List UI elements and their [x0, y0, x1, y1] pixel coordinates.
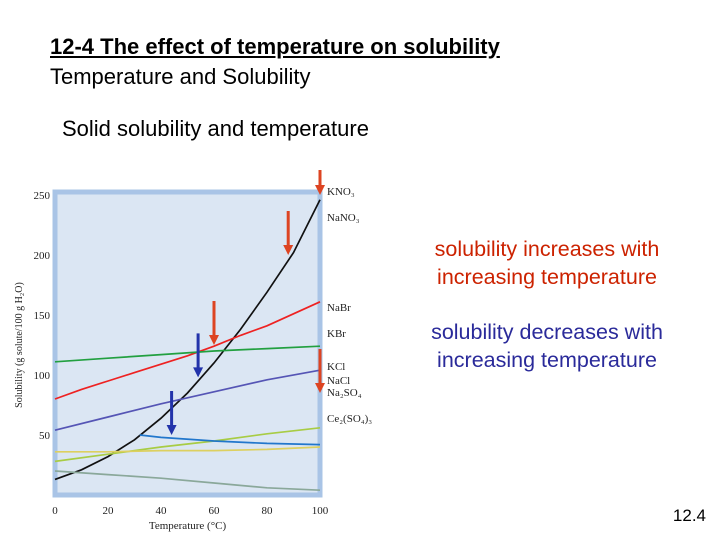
y-tick-label: 200 [34, 250, 51, 262]
curve-NaBr [54, 345, 321, 363]
x-tick-label: 60 [209, 505, 221, 517]
y-tick-label: 50 [39, 430, 51, 442]
section-heading: Solid solubility and temperature [62, 116, 369, 141]
curve-NaCl [55, 446, 321, 453]
x-tick-label: 100 [312, 505, 329, 517]
solubility-curves [54, 199, 321, 492]
arrow-increase [315, 349, 325, 393]
decrease-note: solubility decreases with increasing tem… [431, 320, 663, 372]
curve-label: NaNO₃ [327, 212, 360, 224]
x-tick-label: 40 [156, 505, 168, 517]
curve-Ce₂(SO₄)₃ [54, 470, 321, 492]
curve-label: KNO₃ [327, 186, 355, 198]
y-tick-label: 250 [34, 190, 51, 202]
curve-KNO₃ [54, 199, 321, 481]
curve-NaNO₃ [54, 301, 321, 400]
annotation-arrows [166, 170, 325, 435]
x-tick-label: 80 [262, 505, 274, 517]
axis-ticks: 0 20 40 60 80 100 50 100 150 200 250 [34, 190, 329, 517]
arrow-increase [315, 170, 325, 195]
arrow-decrease [193, 333, 204, 378]
y-tick-label: 150 [34, 310, 51, 322]
solubility-chart: 0 20 40 60 80 100 50 100 150 200 250 KNO₃ NaNO₃ NaBr… [14, 170, 372, 532]
y-tick-label: 100 [34, 370, 51, 382]
x-axis-label: Temperature (°C) [149, 520, 227, 532]
arrow-decrease [166, 391, 177, 435]
x-tick-label: 0 [52, 505, 58, 517]
increase-note: solubility increases with increasing tem… [434, 237, 660, 289]
curve-label: Na₂SO₄ [327, 387, 362, 399]
curve-label: Ce₂(SO₄)₃ [327, 413, 372, 425]
page-number: 12.4 [672, 506, 706, 525]
arrow-increase [283, 211, 294, 255]
curve-KCl [54, 426, 321, 463]
curve-label: NaBr [327, 302, 351, 314]
curve-Na₂SO₄ [139, 434, 321, 446]
slide-subtitle: Temperature and Solubility [50, 64, 311, 89]
arrow-increase [209, 301, 219, 345]
curve-KBr [54, 369, 321, 432]
curve-label: KCl [327, 361, 345, 373]
slide-title: 12-4 The effect of temperature on solubi… [50, 34, 500, 59]
curve-label: KBr [327, 328, 346, 340]
x-tick-label: 20 [103, 505, 115, 517]
curve-label: NaCl [327, 375, 350, 387]
y-axis-label: Solubility (g solute/100 g H₂O) [14, 282, 25, 408]
